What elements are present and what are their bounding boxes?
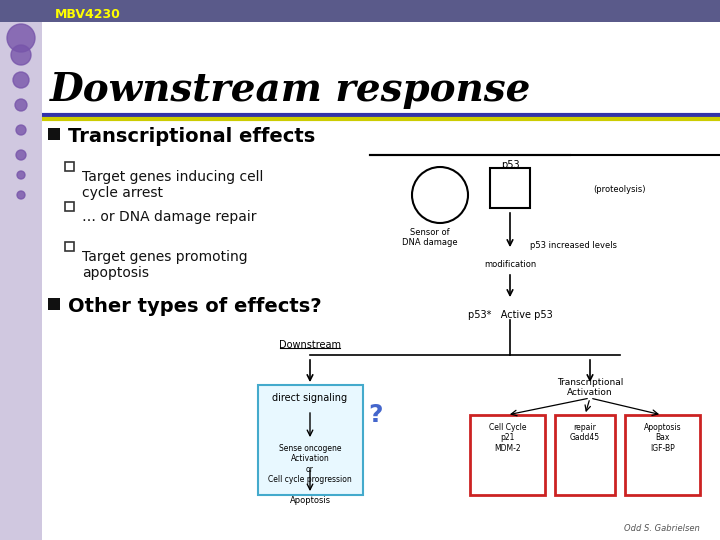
Text: p53*   Active p53: p53* Active p53 [467, 310, 552, 320]
Circle shape [16, 125, 26, 135]
Text: Odd S. Gabrielsen: Odd S. Gabrielsen [624, 524, 700, 533]
Text: Transcriptional effects: Transcriptional effects [68, 127, 315, 146]
FancyBboxPatch shape [625, 415, 700, 495]
Circle shape [13, 72, 29, 88]
Text: Downstream response: Downstream response [50, 71, 531, 109]
Text: modification: modification [484, 260, 536, 269]
Text: Target genes promoting
apoptosis: Target genes promoting apoptosis [82, 250, 248, 280]
FancyBboxPatch shape [48, 128, 60, 140]
Text: p53 increased levels: p53 increased levels [530, 240, 617, 249]
Circle shape [17, 191, 25, 199]
FancyBboxPatch shape [470, 415, 545, 495]
Text: MBV4230: MBV4230 [55, 9, 121, 22]
FancyBboxPatch shape [555, 415, 615, 495]
Circle shape [7, 24, 35, 52]
Text: … or DNA damage repair: … or DNA damage repair [82, 210, 256, 224]
Circle shape [11, 45, 31, 65]
Text: Other types of effects?: Other types of effects? [68, 298, 322, 316]
Text: ?: ? [368, 403, 382, 427]
Text: Cell Cycle
p21
MDM-2: Cell Cycle p21 MDM-2 [489, 423, 526, 453]
Circle shape [15, 99, 27, 111]
Text: Apoptosis: Apoptosis [289, 496, 330, 505]
Text: Downstream: Downstream [279, 340, 341, 350]
Text: Transcriptional
Activation: Transcriptional Activation [557, 378, 624, 397]
Text: Sensor of
DNA damage: Sensor of DNA damage [402, 228, 458, 247]
Text: Target genes inducing cell
cycle arrest: Target genes inducing cell cycle arrest [82, 170, 264, 200]
FancyBboxPatch shape [48, 298, 60, 310]
FancyBboxPatch shape [258, 385, 363, 495]
FancyBboxPatch shape [0, 0, 42, 540]
FancyBboxPatch shape [65, 202, 74, 211]
Text: repair
Gadd45: repair Gadd45 [570, 423, 600, 442]
Text: Sense oncogene
Activation
or
Cell cycle progression: Sense oncogene Activation or Cell cycle … [268, 444, 352, 484]
FancyBboxPatch shape [65, 162, 74, 171]
Text: Apoptosis
Bax
IGF-BP: Apoptosis Bax IGF-BP [644, 423, 681, 453]
FancyBboxPatch shape [65, 242, 74, 251]
Text: direct signaling: direct signaling [272, 393, 348, 403]
Circle shape [16, 150, 26, 160]
FancyBboxPatch shape [490, 168, 530, 208]
Circle shape [17, 171, 25, 179]
Text: p53: p53 [500, 160, 519, 170]
FancyBboxPatch shape [0, 0, 720, 22]
Text: (proteolysis): (proteolysis) [594, 186, 647, 194]
